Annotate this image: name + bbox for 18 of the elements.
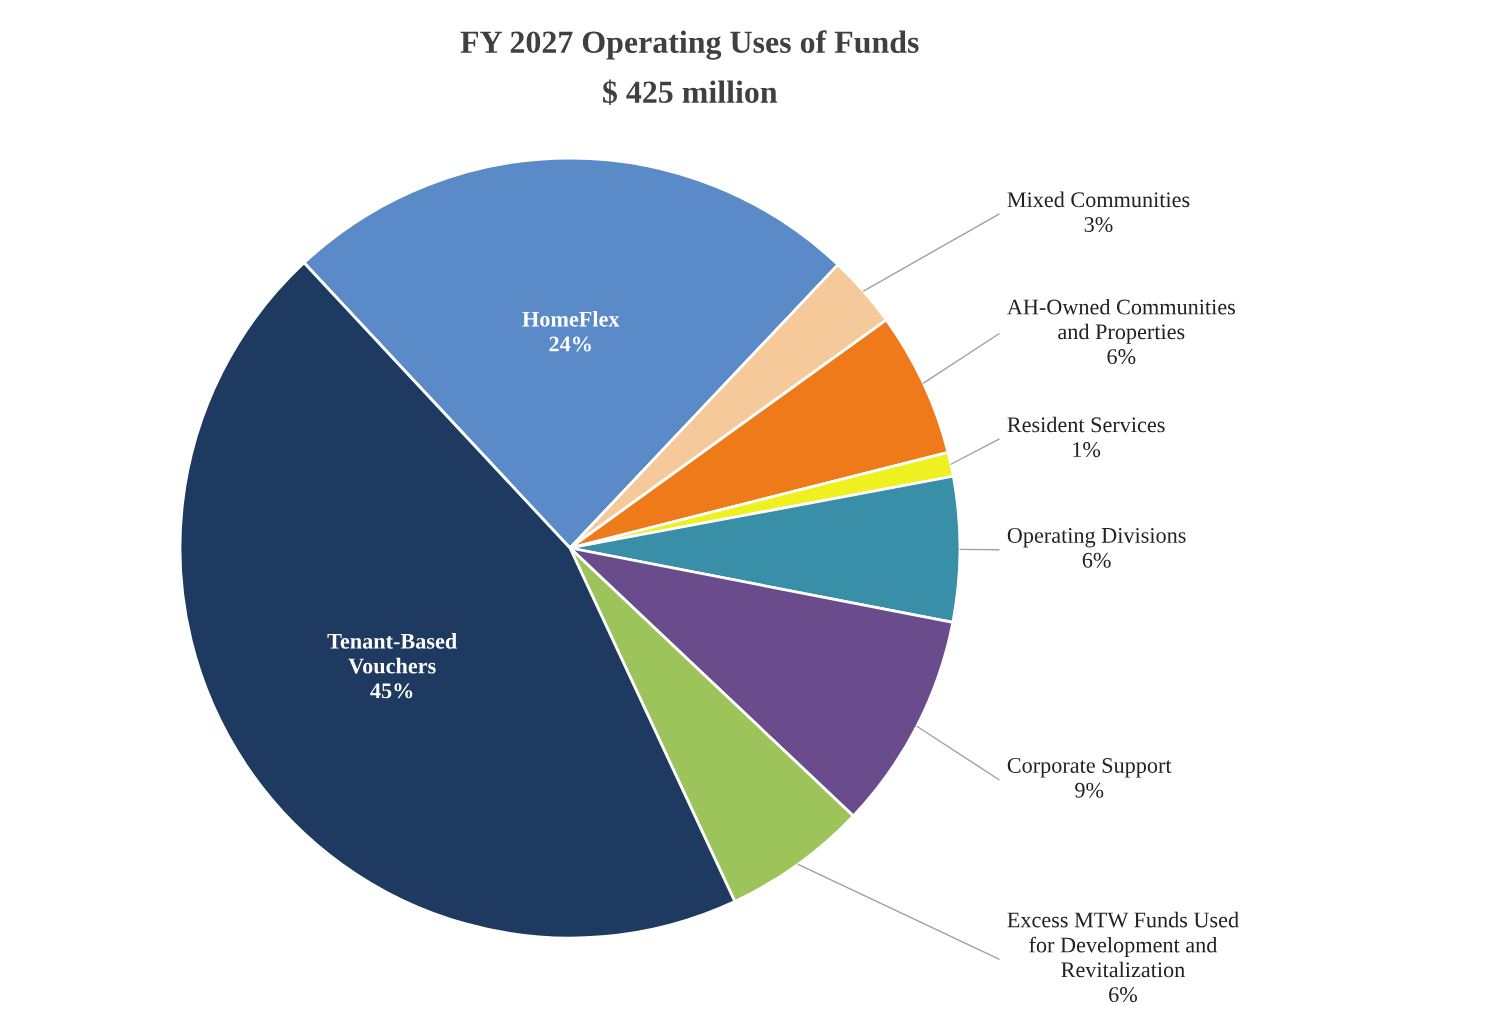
- data-label: 1%: [1073, 442, 1101, 458]
- chart-subtitle: $ 425 million: [603, 79, 778, 106]
- slice-label: Resident Services: [1007, 416, 1165, 433]
- data-label: 9%: [1075, 782, 1104, 798]
- data-label: 6%: [1082, 552, 1111, 568]
- data-label: 3%: [1084, 217, 1113, 233]
- slice-label: HomeFlex: [522, 311, 620, 327]
- chart-title: FY 2027 Operating Uses of Funds: [460, 30, 919, 60]
- data-label: 6%: [1107, 349, 1136, 365]
- slice-label: Tenant-Based Vouchers: [327, 633, 457, 674]
- slice-label: AH-Owned Communities and Properties: [1007, 298, 1235, 344]
- data-label: 45%: [370, 683, 413, 699]
- slice-label: Excess MTW Funds Used for Development and Revitalization: [1007, 911, 1239, 978]
- slice-label: Corporate Support: [1007, 757, 1172, 778]
- slice-label: Operating Divisions: [1007, 527, 1186, 548]
- data-label: 6%: [1109, 987, 1138, 1003]
- slice-label: Mixed Communities: [1007, 191, 1190, 208]
- data-label: 24%: [549, 336, 591, 352]
